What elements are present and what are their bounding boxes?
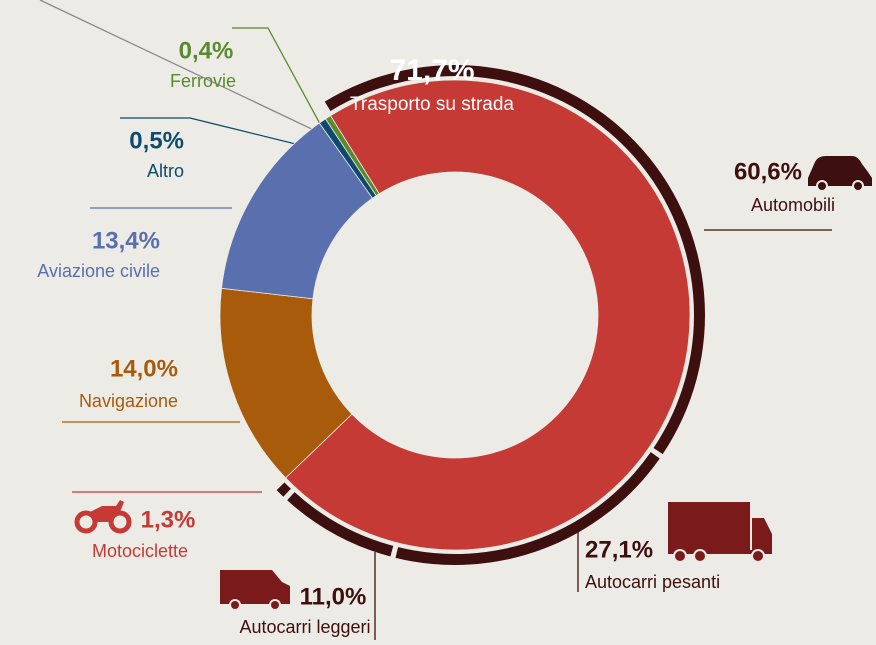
- leader-lines: [39, 0, 832, 640]
- category-label: Aviazione civile: [37, 261, 160, 281]
- value-label: 0,5%: [129, 127, 184, 154]
- leader-line: [120, 117, 321, 151]
- moto-icon: [74, 500, 132, 534]
- category-label: Navigazione: [79, 391, 178, 411]
- value-label: 14,0%: [110, 355, 178, 382]
- van-icon: [220, 570, 290, 611]
- value-label: 11,0%: [300, 583, 367, 610]
- category-label: Ferrovie: [170, 71, 236, 91]
- breakdown-segment: [287, 492, 394, 557]
- truck-icon: [668, 502, 772, 563]
- value-label: 1,3%: [141, 506, 196, 533]
- car-icon: [808, 156, 872, 192]
- category-label: Automobili: [751, 195, 835, 215]
- icons: [74, 156, 872, 611]
- breakdown-segment: [395, 452, 660, 565]
- value-label: 60,6%: [734, 158, 802, 185]
- value-label: 27,1%: [585, 536, 653, 563]
- category-label: Autocarri pesanti: [585, 572, 720, 592]
- value-label: 13,4%: [92, 227, 160, 254]
- donut-segment: [285, 79, 691, 551]
- donut-segment: [324, 115, 380, 197]
- category-label: Altro: [147, 161, 184, 181]
- category-label: Trasporto su strada: [350, 94, 514, 115]
- leader-line: [39, 0, 319, 133]
- category-label: Motociclette: [92, 541, 188, 561]
- breakdown-segment: [276, 482, 291, 497]
- value-label: 0,4%: [179, 37, 234, 64]
- category-label: Autocarri leggeri: [239, 617, 370, 637]
- value-label: 71,7%: [389, 54, 474, 87]
